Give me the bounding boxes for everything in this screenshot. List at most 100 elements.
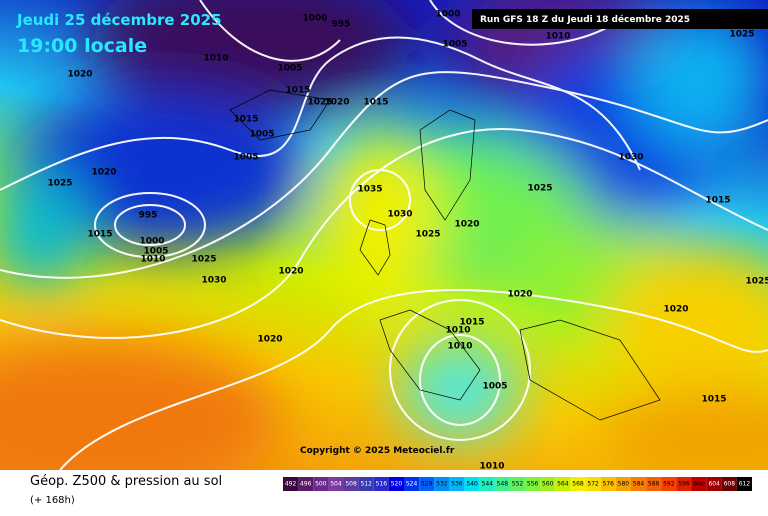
colorbar-label: 532 (436, 481, 448, 488)
footer-title: Géop. Z500 & pression au sol (30, 474, 222, 489)
isobars (0, 0, 768, 470)
isobar-label: 1020 (663, 305, 688, 315)
isobar-label: 995 (332, 20, 351, 30)
colorbar-swatch (464, 477, 480, 491)
run: Run GFS 18 Z du Jeudi 18 décembre 2025 (480, 14, 690, 25)
colorbar-label: 512 (360, 481, 372, 488)
colorbar-swatch (509, 477, 526, 491)
isobar-label: 1025 (47, 179, 72, 189)
isobar-label: 1025 (415, 230, 440, 240)
isobar-label: 1015 (701, 395, 726, 405)
colorbar-label: 564 (557, 481, 569, 488)
field (0, 0, 768, 470)
colorbar-swatch (600, 477, 616, 491)
colorbar-swatch (494, 477, 510, 491)
colorbar-label: 592 (663, 481, 675, 488)
colorbar-swatch (676, 477, 692, 491)
colorbar-swatch (298, 477, 314, 491)
colorbar-label: 544 (482, 481, 494, 488)
isobar-label: 1015 (285, 86, 310, 96)
colorbar-swatch (661, 477, 677, 491)
colorbar-swatch (479, 477, 495, 491)
isobar-label: 1030 (387, 210, 412, 220)
colorbar-label: 572 (587, 481, 599, 488)
colorbar-swatch (555, 477, 571, 491)
colorbar-label: 492 (285, 481, 297, 488)
isobar-label: 1010 (140, 255, 165, 265)
time: 19:00 locale (17, 35, 147, 57)
colorbar-swatch (328, 477, 344, 491)
colorbar-label: 556 (527, 481, 539, 488)
isobar-label: 1025 (191, 255, 216, 265)
colorbar-swatch (736, 477, 752, 491)
isobar-label: 1000 (139, 237, 164, 247)
isobar-label: 1010 (447, 342, 472, 352)
colorbar-label: 608 (724, 481, 736, 488)
isobar-label: 1005 (249, 130, 274, 140)
isobar-label: 1020 (278, 267, 303, 277)
isobar-label: 1005 (233, 153, 258, 163)
colorbar-label: 496 (300, 481, 312, 488)
isobar-label: 1015 (459, 318, 484, 328)
colorbar-swatch (434, 477, 450, 491)
isobar-label: 1030 (201, 276, 226, 286)
isobar-label: 1020 (507, 290, 532, 300)
coastlines (229, 89, 661, 421)
isobar-label: 1025 (729, 30, 754, 40)
isobar-label: 1020 (67, 70, 92, 80)
colorbar-label: 504 (330, 481, 342, 488)
isobar-label: 1015 (233, 115, 258, 125)
colorbar-label: 552 (512, 481, 524, 488)
colorbar-swatch (449, 477, 465, 491)
date: Jeudi 25 décembre 2025 (16, 11, 222, 29)
isobar-label: 1015 (705, 196, 730, 206)
colorbar-swatch (630, 477, 647, 491)
colorbar-label: 516 (376, 481, 388, 488)
footer-lead: (+ 168h) (30, 495, 75, 506)
colorbar-label: 536 (451, 481, 463, 488)
isobar-label: 1005 (143, 247, 168, 257)
isobar-label: 1010 (203, 54, 228, 64)
isobar-label: 1010 (445, 326, 470, 336)
isobar-label: 1025 (307, 98, 332, 108)
colorbar-swatch (691, 477, 707, 491)
isobar-label: 1005 (277, 64, 302, 74)
colorbar-label: 500 (315, 481, 327, 488)
isobar-label: 1025 (527, 184, 552, 194)
colorbar-label: 588 (648, 481, 660, 488)
colorbar-label: 568 (572, 481, 584, 488)
isobar-label: 1020 (257, 335, 282, 345)
colorbar-label: 524 (406, 481, 418, 488)
colorbar-swatch (343, 477, 359, 491)
isobar-label: 1035 (357, 185, 382, 195)
colorbar-swatch (525, 477, 541, 491)
colorbar-label: 576 (603, 481, 615, 488)
colorbar-swatch (706, 477, 722, 491)
isobar-label: 1005 (482, 382, 507, 392)
colorbar-swatch (388, 477, 405, 491)
run-box (472, 9, 768, 29)
colorbar-swatch (646, 477, 662, 491)
isobar-label: 1005 (442, 40, 467, 50)
colorbar-swatch (570, 477, 586, 491)
colorbar-swatch (585, 477, 601, 491)
colorbar-label: 596 (678, 481, 690, 488)
copyright: Copyright © 2025 Meteociel.fr (300, 446, 455, 456)
isobar-label: 1020 (454, 220, 479, 230)
isobar-label: 1015 (87, 230, 112, 240)
isobar-label: 995 (139, 211, 158, 221)
colorbar-label: 520 (391, 481, 403, 488)
colorbar-label: 612 (739, 481, 751, 488)
isobar-label: 1000 (435, 10, 460, 20)
colorbar-label: 548 (497, 481, 509, 488)
colorbar-label: 584 (633, 481, 645, 488)
colorbar-label: 540 (466, 481, 478, 488)
isobar-label: 1010 (479, 462, 504, 472)
colorbar-swatch (373, 477, 389, 491)
isobar-label: 1010 (545, 32, 570, 42)
colorbar-label: 560 (542, 481, 554, 488)
colorbar-label: 580 (618, 481, 630, 488)
isobar-label: 1020 (324, 98, 349, 108)
colorbar-swatch (313, 477, 329, 491)
